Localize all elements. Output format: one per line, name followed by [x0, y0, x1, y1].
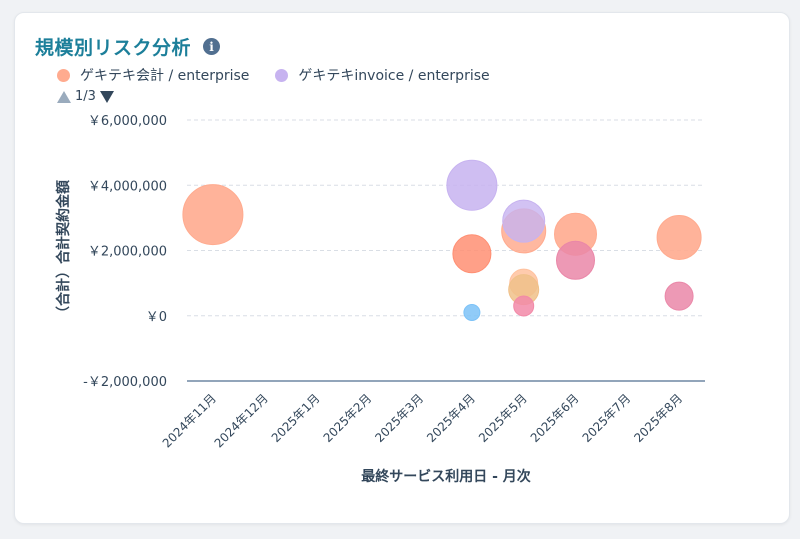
bubble[interactable]	[656, 214, 702, 260]
legend-item-kaikei[interactable]: ゲキテキ会計 / enterprise	[57, 65, 249, 85]
bubble[interactable]	[556, 240, 595, 280]
x-tick-label: 2025年2月	[321, 391, 375, 445]
x-tick-label: 2025年7月	[580, 391, 634, 445]
pager-label: 1/3	[75, 89, 96, 104]
y-tick-label: ￥0	[146, 310, 167, 325]
y-tick-label: -￥2,000,000	[83, 375, 167, 390]
x-tick-label: 2025年3月	[372, 391, 426, 445]
chart-title: 規模別リスク分析	[35, 37, 192, 59]
x-tick-label: 2025年5月	[476, 391, 530, 445]
y-axis-title: （合計）合計契約金額	[55, 180, 72, 320]
legend-pager: 1/3	[57, 89, 114, 104]
x-tick-label: 2025年6月	[528, 391, 582, 445]
legend-swatch	[275, 68, 289, 82]
legend-label: ゲキテキinvoice / enterprise	[298, 68, 490, 84]
bubble[interactable]	[446, 159, 498, 211]
bubble[interactable]	[182, 184, 244, 246]
y-tick-label: ￥6,000,000	[88, 114, 167, 129]
legend-label: ゲキテキ会計 / enterprise	[80, 68, 250, 84]
legend-swatch	[57, 68, 70, 82]
bubble[interactable]	[664, 281, 694, 311]
bubble[interactable]	[463, 303, 481, 321]
x-tick-label: 2025年1月	[269, 391, 323, 445]
bubble[interactable]	[513, 295, 535, 317]
info-icon[interactable]: i	[203, 38, 221, 55]
pager-down-icon[interactable]	[99, 90, 114, 103]
legend-item-invoice[interactable]: ゲキテキinvoice / enterprise	[275, 65, 490, 85]
y-tick-label: ￥2,000,000	[88, 245, 167, 260]
x-tick-label: 2024年11月	[160, 391, 219, 450]
legend: ゲキテキ会計 / enterprise ゲキテキinvoice / enterp…	[57, 65, 516, 85]
pager-up-icon[interactable]	[57, 90, 71, 103]
y-tick-label: ￥4,000,000	[88, 179, 167, 194]
x-tick-label: 2024年12月	[212, 391, 271, 450]
x-axis-title: 最終サービス利用日 - 月次	[361, 468, 531, 485]
title-row: 規模別リスク分析 i	[35, 33, 221, 60]
chart-card: 規模別リスク分析 i ゲキテキ会計 / enterprise ゲキテキinvoi…	[14, 12, 790, 524]
x-tick-label: 2025年4月	[424, 391, 478, 445]
bubble[interactable]	[502, 199, 546, 243]
bubble[interactable]	[452, 234, 492, 274]
x-tick-label: 2025年8月	[631, 391, 685, 445]
